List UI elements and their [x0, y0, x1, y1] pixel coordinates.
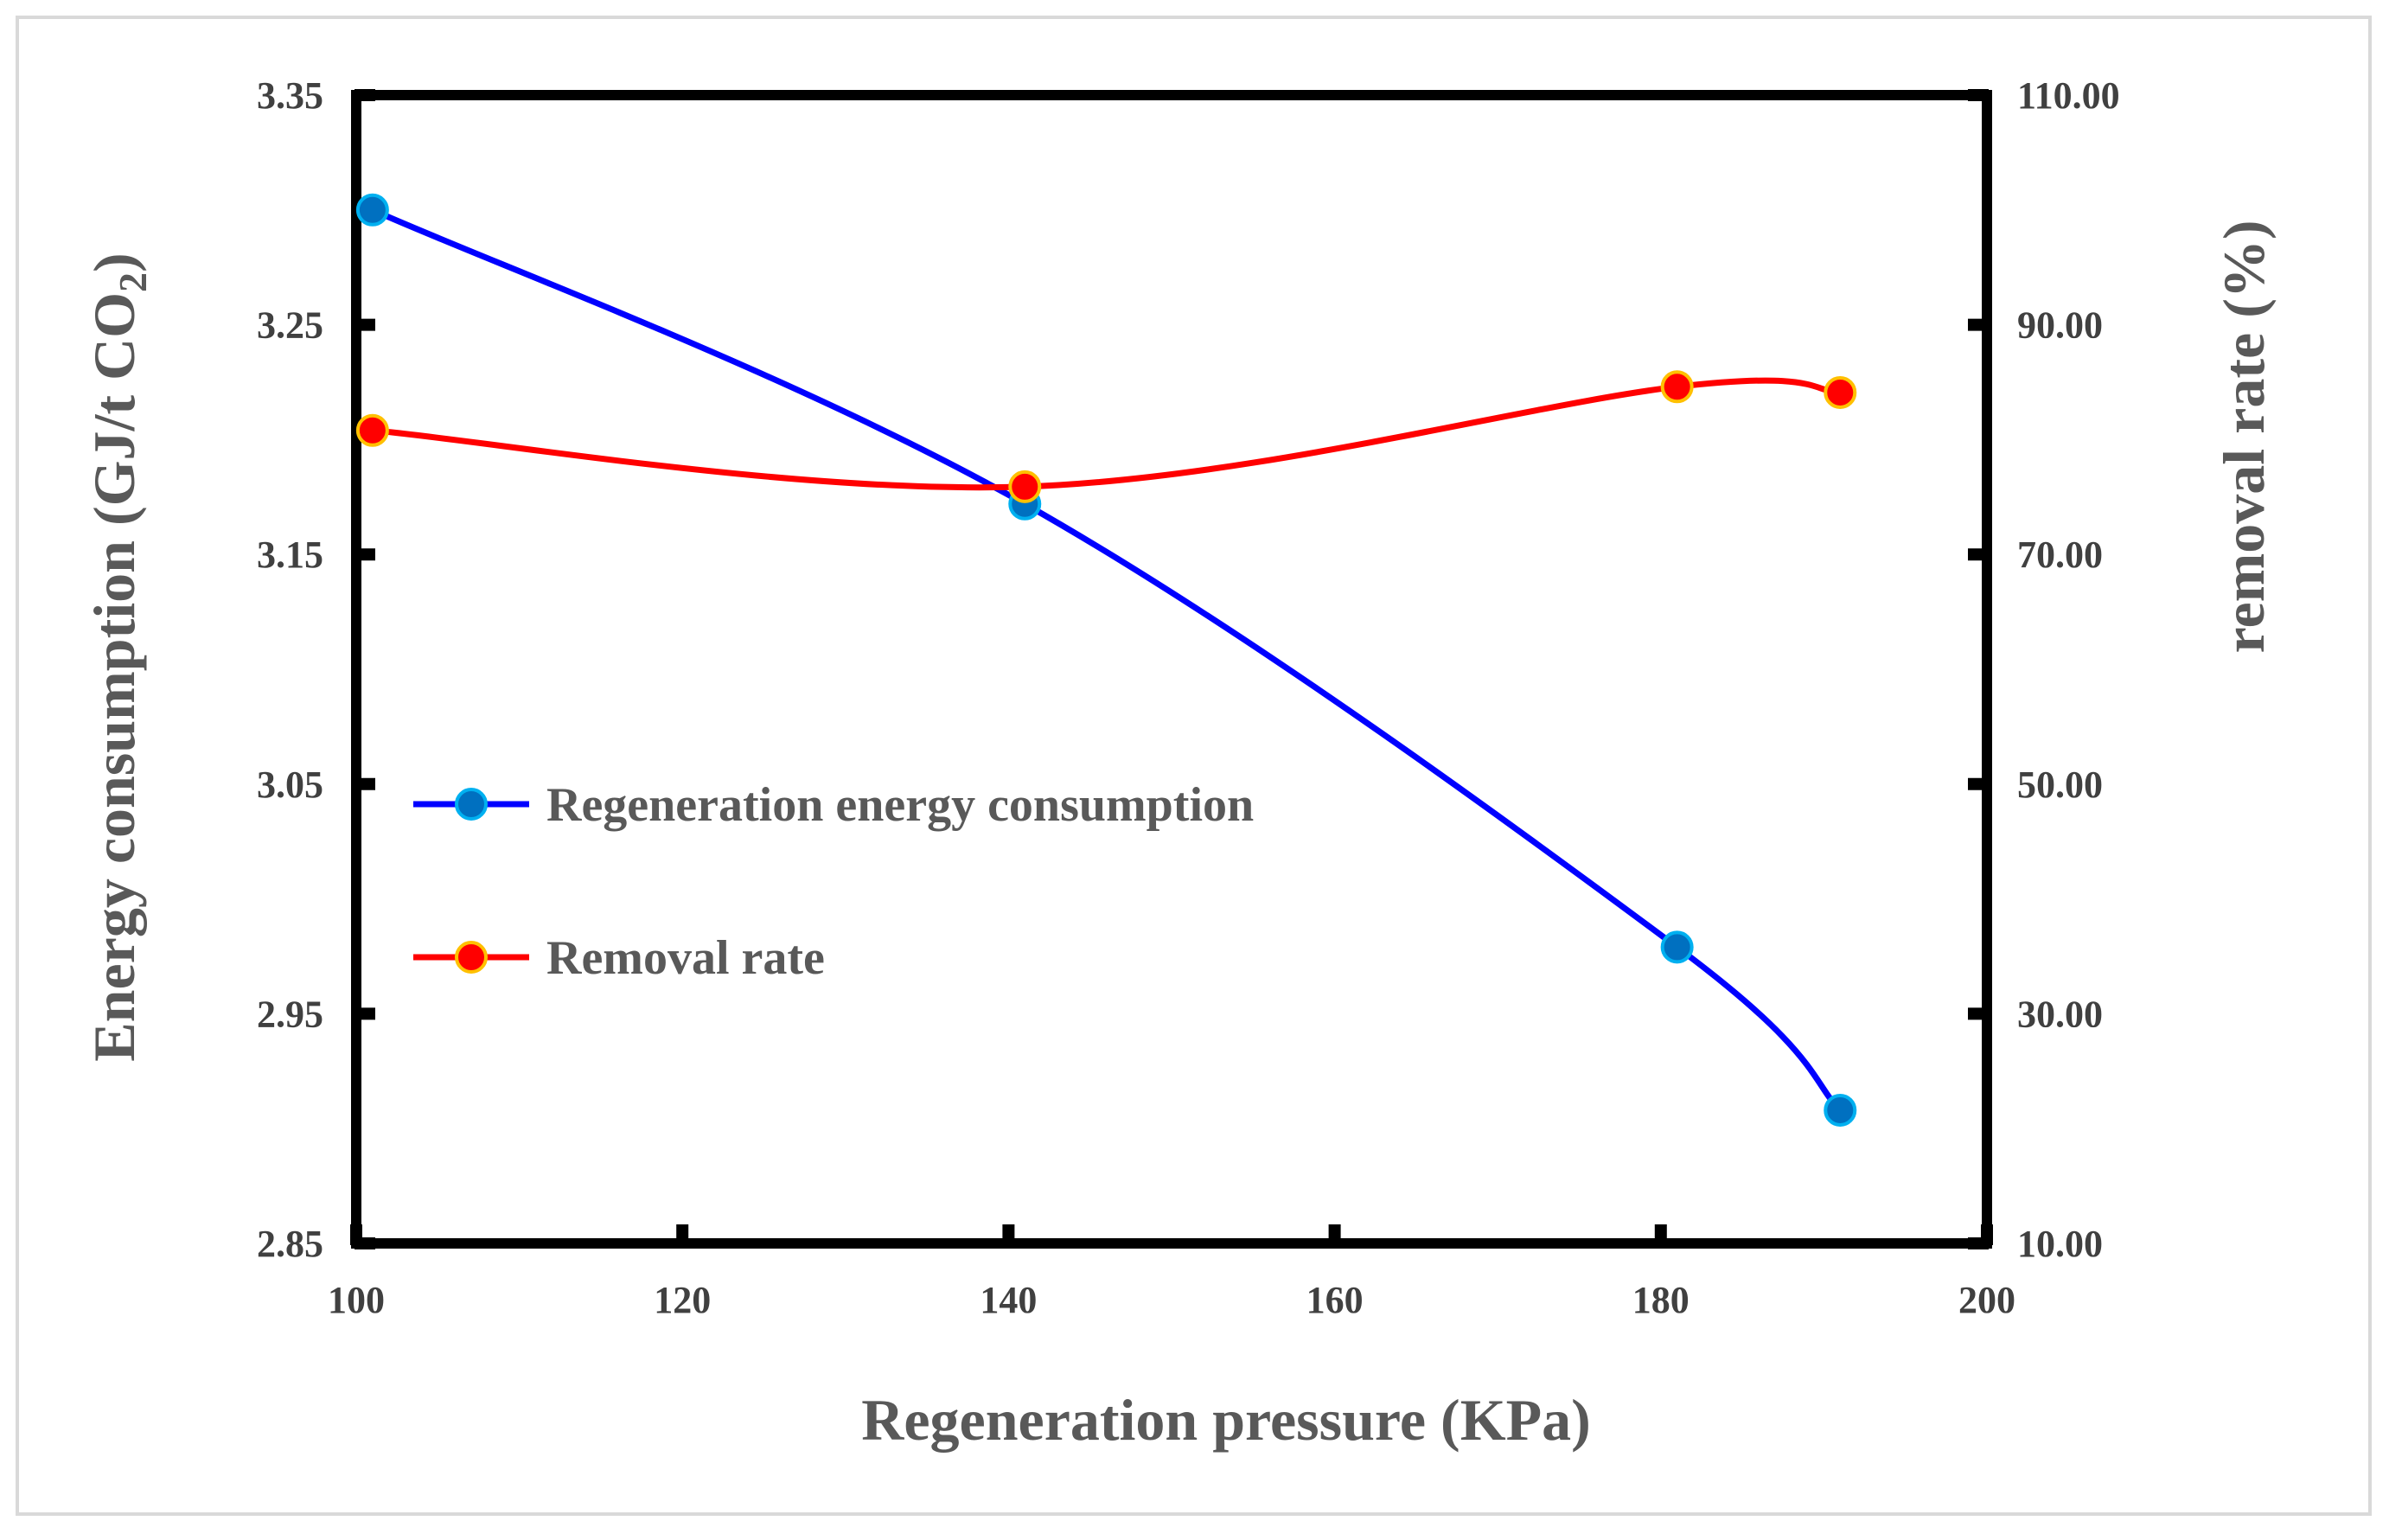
- y-left-tick-label: 3.15: [257, 534, 323, 576]
- x-tick-label: 180: [1632, 1279, 1690, 1321]
- y-axis-left-title-subscript: 2: [111, 272, 155, 292]
- y-axis-left-title: Energy consumption (GJ/t CO2): [81, 252, 155, 1061]
- tick-labels: 100 120 140 160 180 200 2.85 2.95 3.05 3.15 3.25 3.…: [257, 74, 2120, 1321]
- series-line-removal: [369, 377, 1843, 491]
- y-axis-right-title: removal rate (%): [2211, 220, 2277, 654]
- y-axis-left-title-suffix: ): [81, 252, 147, 272]
- y-left-tick-label: 3.35: [257, 74, 323, 117]
- y-right-tick-label: 50.00: [2017, 764, 2103, 806]
- removal-data-point: [1008, 470, 1042, 503]
- x-tick-label: 120: [654, 1279, 711, 1321]
- y-right-tick-label: 10.00: [2017, 1223, 2103, 1265]
- axis-ticks: [350, 89, 1993, 1249]
- y-left-tick-label: 3.05: [257, 764, 323, 806]
- legend-marker-removal: [455, 941, 488, 974]
- y-right-tick-label: 90.00: [2017, 304, 2103, 347]
- energy-data-point: [1824, 1093, 1857, 1127]
- x-tick-label: 100: [328, 1279, 385, 1321]
- removal-data-point: [1824, 375, 1857, 409]
- y-right-tick-label: 30.00: [2017, 993, 2103, 1035]
- x-tick-label: 140: [980, 1279, 1037, 1321]
- y-left-tick-label: 2.85: [257, 1223, 323, 1265]
- energy-data-point: [1660, 930, 1694, 964]
- legend-label-removal: Removal rate: [546, 931, 825, 985]
- x-axis-title: Regeneration pressure (KPa): [861, 1387, 1591, 1453]
- energy-data-point: [355, 193, 389, 227]
- y-right-tick-label: 110.00: [2017, 74, 2120, 117]
- series-layer: [355, 193, 1857, 1127]
- legend-label-energy: Regeneration energy consumption: [546, 778, 1254, 832]
- removal-data-point: [355, 413, 389, 447]
- y-left-tick-label: 2.95: [257, 993, 323, 1035]
- y-right-tick-label: 70.00: [2017, 534, 2103, 576]
- legend-marker-energy: [455, 788, 488, 821]
- plot-area: [351, 90, 1992, 1249]
- x-tick-label: 200: [1958, 1279, 2015, 1321]
- y-axis-left-title-main: Energy consumption (GJ/t CO: [81, 292, 147, 1062]
- legend: Regeneration energy consumption Removal r…: [413, 778, 1254, 985]
- series-line-energy: [369, 207, 1843, 1114]
- plot-border: [351, 90, 1992, 1249]
- removal-data-point: [1660, 370, 1694, 404]
- x-tick-label: 160: [1306, 1279, 1364, 1321]
- y-left-tick-label: 3.25: [257, 304, 323, 347]
- figure-frame: [16, 16, 2372, 1516]
